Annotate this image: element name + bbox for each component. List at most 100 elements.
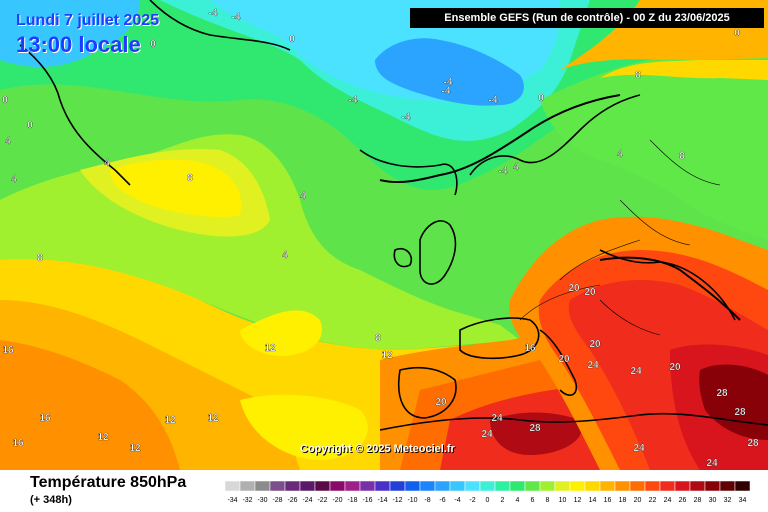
- italy-coast: [539, 329, 578, 396]
- contour-value-label: -4: [209, 8, 218, 19]
- legend-swatch: [629, 481, 646, 492]
- ireland-coast: [393, 247, 413, 268]
- contour-value-label: 24: [491, 413, 503, 424]
- temp-zone-28-africa: [490, 412, 582, 455]
- contour-value-label: 28: [716, 388, 728, 399]
- legend-swatch: [344, 481, 361, 492]
- legend-swatch: [314, 481, 331, 492]
- contour-value-label: 8: [679, 151, 685, 162]
- temp-zone-12-south: [240, 394, 368, 460]
- contour-value-label: 4: [513, 162, 519, 173]
- legend-swatch: [225, 481, 241, 492]
- contour-value-label: 24: [481, 429, 493, 440]
- legend-swatch: [479, 481, 496, 492]
- copyright-notice: Copyright © 2025 Meteociel.fr: [300, 443, 455, 455]
- contour-value-label: 20: [568, 283, 580, 294]
- legend-swatch: [704, 481, 721, 492]
- legend-swatch: [329, 481, 346, 492]
- scandinavia-coast: [469, 94, 641, 176]
- temp-zone-6-ne: [540, 55, 768, 240]
- france-coast: [459, 317, 540, 360]
- contour-value-label: -4: [444, 77, 453, 88]
- contour-value-label: 8: [375, 333, 381, 344]
- temp-zone-greenland-cold: [0, 0, 140, 67]
- legend-swatch: [599, 481, 616, 492]
- contour-value-label: 24: [706, 458, 718, 469]
- legend-tick-label: -20: [332, 497, 342, 504]
- legend-tick-label: 20: [634, 497, 642, 504]
- north-africa-coast: [379, 412, 768, 431]
- contour-value-label: 28: [747, 438, 759, 449]
- contour-value-label: 20: [435, 397, 447, 408]
- contour-value-label: 8: [37, 253, 43, 264]
- legend-swatch: [644, 481, 661, 492]
- legend-tick-label: 24: [664, 497, 672, 504]
- contour-value-label: 16: [2, 345, 14, 356]
- contour-value-label: 20: [584, 287, 596, 298]
- legend-swatch: [389, 481, 406, 492]
- contour-value-label: 16: [524, 343, 536, 354]
- legend-tick-label: -26: [287, 497, 297, 504]
- legend-tick-label: 6: [531, 497, 535, 504]
- legend-tick-label: -32: [242, 497, 252, 504]
- contour-value-label: 16: [12, 438, 24, 449]
- iberia-coast: [398, 366, 457, 419]
- legend-swatch: [434, 481, 451, 492]
- temp-zone-minus4: [375, 38, 524, 106]
- legend-tick-label: -18: [347, 497, 357, 504]
- contour-labels: -4 -4-4-4-4-4-4-40 00000444444488888121212…: [2, 8, 759, 469]
- legend-tick-label: -24: [302, 497, 312, 504]
- isotherm-20: [599, 256, 741, 321]
- legend-swatch: [719, 481, 736, 492]
- contour-value-label: 20: [589, 339, 601, 350]
- temp-zone-12-atlantic: [110, 159, 242, 217]
- legend-swatch: [569, 481, 586, 492]
- legend-tick-label: 10: [559, 497, 567, 504]
- contour-value-label: 12: [129, 443, 141, 454]
- temperature-map: -4 -4 -4 -4 -4 -4 -4 -4 0 0 0 0 0 0 4 4 4 4 4 4 4 8 8 8 8 8 12 12 12…: [0, 0, 768, 470]
- contour-value-label: 0: [289, 34, 295, 45]
- iceland-coast: [359, 149, 458, 196]
- temp-zone-30: [699, 364, 768, 440]
- contour-value-label: 8: [187, 173, 193, 184]
- contour-value-label: 0: [734, 28, 740, 39]
- temp-zone-14-ne: [600, 60, 768, 80]
- contour-value-label: 24: [633, 443, 645, 454]
- legend-swatch: [359, 481, 376, 492]
- legend-tick-label: 28: [694, 497, 702, 504]
- legend-swatch: [254, 481, 271, 492]
- legend-swatch: [614, 481, 631, 492]
- legend-tick-label: 34: [739, 497, 747, 504]
- contour-value-label: 28: [529, 423, 541, 434]
- contour-value-label: 24: [630, 366, 642, 377]
- contour-value-label: -4: [232, 12, 241, 23]
- contour-value-label: -4: [402, 112, 411, 123]
- forecast-offset: (+ 348h): [30, 494, 72, 506]
- contour-value-label: 8: [635, 70, 641, 81]
- legend-swatch: [299, 481, 316, 492]
- contour-value-label: 4: [104, 158, 110, 169]
- contour-value-label: 0: [2, 95, 8, 106]
- contour-value-label: -4: [489, 95, 498, 106]
- legend-tick-label: -30: [257, 497, 267, 504]
- legend-tick-label: 12: [574, 497, 582, 504]
- legend-tick-label: 14: [589, 497, 597, 504]
- contour-value-label: 4: [282, 250, 288, 261]
- legend-swatch: [689, 481, 706, 492]
- legend-swatch: [374, 481, 391, 492]
- temperature-field: -4 -4-4-4-4-4-4-40 00000444444488888121212…: [0, 0, 768, 470]
- legend-tick-label: 18: [619, 497, 627, 504]
- legend-tick-label: -8: [424, 497, 430, 504]
- legend-swatch: [449, 481, 466, 492]
- legend-swatch: [284, 481, 301, 492]
- legend-tick-label: -12: [392, 497, 402, 504]
- legend-swatch: [539, 481, 556, 492]
- legend-tick-label: 2: [501, 497, 505, 504]
- legend-swatch: [419, 481, 436, 492]
- contour-value-label: 0: [150, 39, 156, 50]
- legend-tick-label: 16: [604, 497, 612, 504]
- contour-value-label: 20: [558, 354, 570, 365]
- legend-swatch: [494, 481, 511, 492]
- contour-value-label: 4: [5, 136, 11, 147]
- legend-swatch: [509, 481, 526, 492]
